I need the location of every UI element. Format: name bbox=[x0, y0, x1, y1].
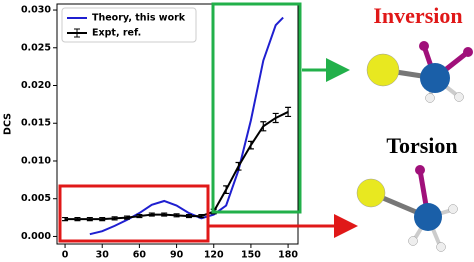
legend-errorbar bbox=[74, 28, 80, 38]
y-tick-label: 0.015 bbox=[21, 118, 51, 129]
plot-frame bbox=[56, 3, 299, 245]
x-tick-label: 30 bbox=[96, 250, 110, 261]
error-bar bbox=[161, 212, 168, 217]
error-bar bbox=[148, 212, 155, 217]
error-bar bbox=[173, 213, 180, 218]
molecule-torsion bbox=[356, 165, 458, 252]
x-tick-label: 180 bbox=[278, 250, 298, 261]
x-tick-label: 0 bbox=[62, 250, 69, 261]
error-bar bbox=[124, 215, 131, 220]
legend-box bbox=[61, 7, 197, 43]
series-line bbox=[65, 111, 289, 221]
x-tick-label: 60 bbox=[133, 250, 147, 261]
highlight-box-green bbox=[211, 2, 302, 214]
error-bar bbox=[185, 213, 192, 219]
error-bar bbox=[62, 216, 69, 222]
series-line bbox=[89, 16, 284, 236]
y-tick-label: 0.025 bbox=[21, 42, 51, 53]
y-axis-label: DCS bbox=[3, 113, 14, 135]
error-bar bbox=[136, 213, 143, 219]
y-tick-label: 0.005 bbox=[21, 193, 51, 204]
error-bar bbox=[74, 216, 81, 222]
error-bar bbox=[86, 216, 93, 222]
error-bar bbox=[198, 213, 205, 219]
error-bar bbox=[272, 112, 279, 124]
y-tick-label: 0.000 bbox=[21, 231, 51, 242]
annotation-inversion: Inversion bbox=[373, 3, 462, 28]
legend-label: Expt, ref. bbox=[92, 28, 141, 39]
error-bar bbox=[223, 185, 230, 195]
error-bar bbox=[247, 140, 254, 150]
error-bar bbox=[235, 161, 242, 171]
y-tick-label: 0.010 bbox=[21, 155, 51, 166]
plot-layer: 0.000 0.005 0.010 0.015 0.020 0.025 0.030 0 30 60… bbox=[21, 5, 298, 261]
x-tick-label: 150 bbox=[241, 250, 261, 261]
error-bar bbox=[260, 121, 267, 132]
y-tick-label: 0.030 bbox=[21, 5, 51, 16]
error-bar bbox=[285, 106, 292, 118]
x-tick-label: 120 bbox=[204, 250, 224, 261]
error-bar bbox=[99, 216, 106, 222]
annotation-torsion: Torsion bbox=[386, 133, 457, 158]
highlight-box-red bbox=[58, 184, 210, 243]
x-tick-label: 90 bbox=[170, 250, 184, 261]
y-tick-label: 0.020 bbox=[21, 80, 51, 91]
error-bar bbox=[111, 216, 118, 221]
molecule-inversion bbox=[366, 41, 473, 103]
legend-label: Theory, this work bbox=[92, 13, 186, 24]
